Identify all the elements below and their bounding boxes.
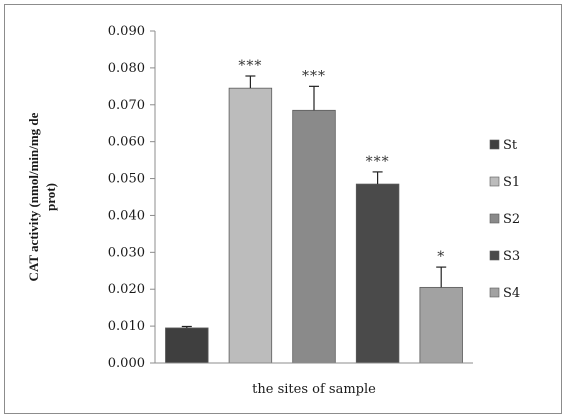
legend: St S1 S2 S3 S4 xyxy=(489,138,520,301)
bar-s3 xyxy=(355,183,400,364)
legend-swatch-s2 xyxy=(489,213,500,224)
legend-swatch-s4 xyxy=(489,287,500,298)
y-tick-label: 0.080 xyxy=(108,61,145,76)
bars: ********** xyxy=(165,58,463,364)
y-axis-title-line: prot) xyxy=(43,183,58,211)
bar-st xyxy=(165,327,209,364)
legend-swatch-s3 xyxy=(489,250,500,261)
bar-s4 xyxy=(419,286,463,364)
y-tick-label: 0.020 xyxy=(108,282,145,297)
significance-label: * xyxy=(437,249,445,265)
significance-label: *** xyxy=(302,68,326,84)
y-tick-label: 0.000 xyxy=(108,356,145,371)
significance-label: *** xyxy=(238,58,262,74)
legend-label-s2: S2 xyxy=(503,212,520,227)
bar-s1 xyxy=(228,87,273,364)
y-tick-label: 0.030 xyxy=(108,245,145,260)
legend-label-s3: S3 xyxy=(503,249,520,264)
y-tick-label: 0.010 xyxy=(108,319,145,334)
legend-label-st: St xyxy=(503,138,518,153)
bar-s2 xyxy=(292,109,336,364)
y-axis-title: CAT activity (nmol/min/mg de prot) xyxy=(26,112,58,281)
legend-label-s4: S4 xyxy=(503,286,520,301)
y-axis-title-line: CAT activity (nmol/min/mg de xyxy=(26,112,41,281)
y-tick-label: 0.050 xyxy=(108,172,145,187)
legend-label-s1: S1 xyxy=(503,175,520,190)
y-tick-label: 0.090 xyxy=(108,24,145,39)
y-tick-label: 0.070 xyxy=(108,98,145,113)
legend-swatch-s1 xyxy=(489,176,500,187)
significance-label: *** xyxy=(366,154,390,170)
y-tick-label: 0.060 xyxy=(108,135,145,150)
legend-swatch-st xyxy=(489,139,500,150)
x-axis-title: the sites of sample xyxy=(252,382,376,397)
y-axis: 0.000 0.010 0.020 0.030 0.040 0.050 0.060 0.070… xyxy=(108,24,156,371)
y-tick-label: 0.040 xyxy=(108,208,145,223)
chart-area xyxy=(4,4,562,414)
